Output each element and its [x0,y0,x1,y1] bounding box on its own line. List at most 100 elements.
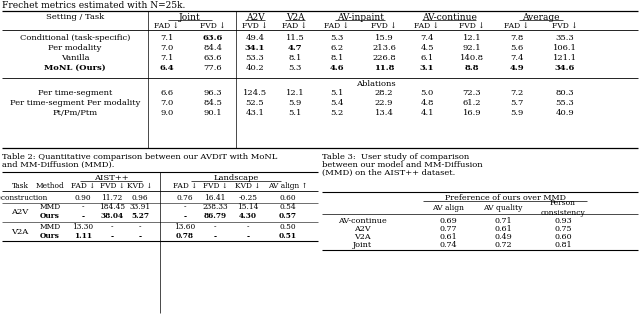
Text: FVD ↓: FVD ↓ [371,22,397,30]
Text: MMD: MMD [40,223,61,231]
Text: V2A: V2A [354,233,371,241]
Text: 13.4: 13.4 [374,109,394,117]
Text: 0.90: 0.90 [75,194,92,202]
Text: 5.9: 5.9 [510,109,524,117]
Text: Landscape: Landscape [214,174,259,182]
Text: 16.9: 16.9 [463,109,481,117]
Text: FAD ↓: FAD ↓ [324,22,349,30]
Text: 4.7: 4.7 [288,44,302,52]
Text: 0.75: 0.75 [554,225,572,233]
Text: -: - [82,203,84,211]
Text: Setting / Task: Setting / Task [46,13,104,21]
Text: 5.3: 5.3 [288,64,301,72]
Text: AV-continue: AV-continue [422,13,477,21]
Text: 7.4: 7.4 [510,54,524,62]
Text: KVD ↓: KVD ↓ [236,182,260,190]
Text: 38.04: 38.04 [100,212,124,220]
Text: 13.30: 13.30 [72,223,93,231]
Text: 15.14: 15.14 [237,203,259,211]
Text: 106.1: 106.1 [553,44,577,52]
Text: FAD ↓: FAD ↓ [173,182,197,190]
Text: Pt/Pm/Ptm: Pt/Pm/Ptm [52,109,97,117]
Text: 226.8: 226.8 [372,54,396,62]
Text: -: - [184,212,186,220]
Text: 16.41: 16.41 [204,194,226,202]
Text: 28.2: 28.2 [375,89,393,97]
Text: -: - [246,232,250,240]
Text: 184.45: 184.45 [99,203,125,211]
Text: 5.1: 5.1 [330,89,344,97]
Text: Table 2: Quantitative comparison between our AVDiT with MoNL: Table 2: Quantitative comparison between… [2,153,277,161]
Text: 55.3: 55.3 [556,99,574,107]
Text: 124.5: 124.5 [243,89,267,97]
Text: Average: Average [522,13,560,21]
Text: 11.8: 11.8 [374,64,394,72]
Text: Conditional (task-specific): Conditional (task-specific) [20,34,130,42]
Text: FVD ↓: FVD ↓ [200,22,226,30]
Text: 84.4: 84.4 [204,44,223,52]
Text: FAD ↓: FAD ↓ [504,22,529,30]
Text: -: - [111,223,113,231]
Text: 0.96: 0.96 [132,194,148,202]
Text: 7.0: 7.0 [161,99,173,107]
Text: 77.6: 77.6 [204,64,222,72]
Text: 4.30: 4.30 [239,212,257,220]
Text: 1.11: 1.11 [74,232,92,240]
Text: 4.6: 4.6 [330,64,344,72]
Text: AV-inpaint: AV-inpaint [337,13,384,21]
Text: FVD ↓: FVD ↓ [552,22,578,30]
Text: -: - [139,223,141,231]
Text: -: - [247,223,249,231]
Text: 8.1: 8.1 [330,54,344,62]
Text: FVD ↓: FVD ↓ [100,182,124,190]
Text: FVD ↓: FVD ↓ [242,22,268,30]
Text: 52.5: 52.5 [246,99,264,107]
Text: Person
consistency: Person consistency [541,199,586,216]
Text: -0.25: -0.25 [239,194,257,202]
Text: 4.9: 4.9 [509,64,524,72]
Text: 22.9: 22.9 [375,99,393,107]
Text: AV align ↑: AV align ↑ [268,182,308,190]
Text: MMD: MMD [40,203,61,211]
Text: 0.78: 0.78 [176,232,194,240]
Text: 121.1: 121.1 [553,54,577,62]
Text: 7.4: 7.4 [420,34,434,42]
Text: 0.77: 0.77 [439,225,457,233]
Text: 0.81: 0.81 [554,241,572,249]
Text: Method: Method [36,182,65,190]
Text: 5.4: 5.4 [330,99,344,107]
Text: between our model and MM-Diffusion: between our model and MM-Diffusion [322,161,483,169]
Text: 0.76: 0.76 [177,194,193,202]
Text: 9.0: 9.0 [161,109,173,117]
Text: 5.3: 5.3 [330,34,344,42]
Text: Ours: Ours [40,232,60,240]
Text: Per modality: Per modality [48,44,102,52]
Text: 0.60: 0.60 [554,233,572,241]
Text: 5.6: 5.6 [510,44,524,52]
Text: AV-continue: AV-continue [338,217,387,225]
Text: -: - [184,203,186,211]
Text: 61.2: 61.2 [463,99,481,107]
Text: V2A: V2A [285,13,304,21]
Text: -: - [111,232,113,240]
Text: FVD ↓: FVD ↓ [459,22,485,30]
Text: 15.9: 15.9 [374,34,394,42]
Text: 35.3: 35.3 [556,34,574,42]
Text: 0.51: 0.51 [279,232,297,240]
Text: -: - [214,223,216,231]
Text: 0.61: 0.61 [439,233,457,241]
Text: 12.1: 12.1 [285,89,304,97]
Text: Per time-segment: Per time-segment [38,89,112,97]
Text: 0.69: 0.69 [439,217,457,225]
Text: 7.1: 7.1 [160,34,173,42]
Text: A2V: A2V [354,225,371,233]
Text: 11.5: 11.5 [285,34,305,42]
Text: FVD ↓: FVD ↓ [203,182,227,190]
Text: 63.6: 63.6 [204,54,222,62]
Text: 86.79: 86.79 [204,212,227,220]
Text: 7.2: 7.2 [510,89,524,97]
Text: 4.8: 4.8 [420,99,434,107]
Text: Reconstruction: Reconstruction [0,194,48,202]
Text: FAD ↓: FAD ↓ [282,22,307,30]
Text: 63.6: 63.6 [203,34,223,42]
